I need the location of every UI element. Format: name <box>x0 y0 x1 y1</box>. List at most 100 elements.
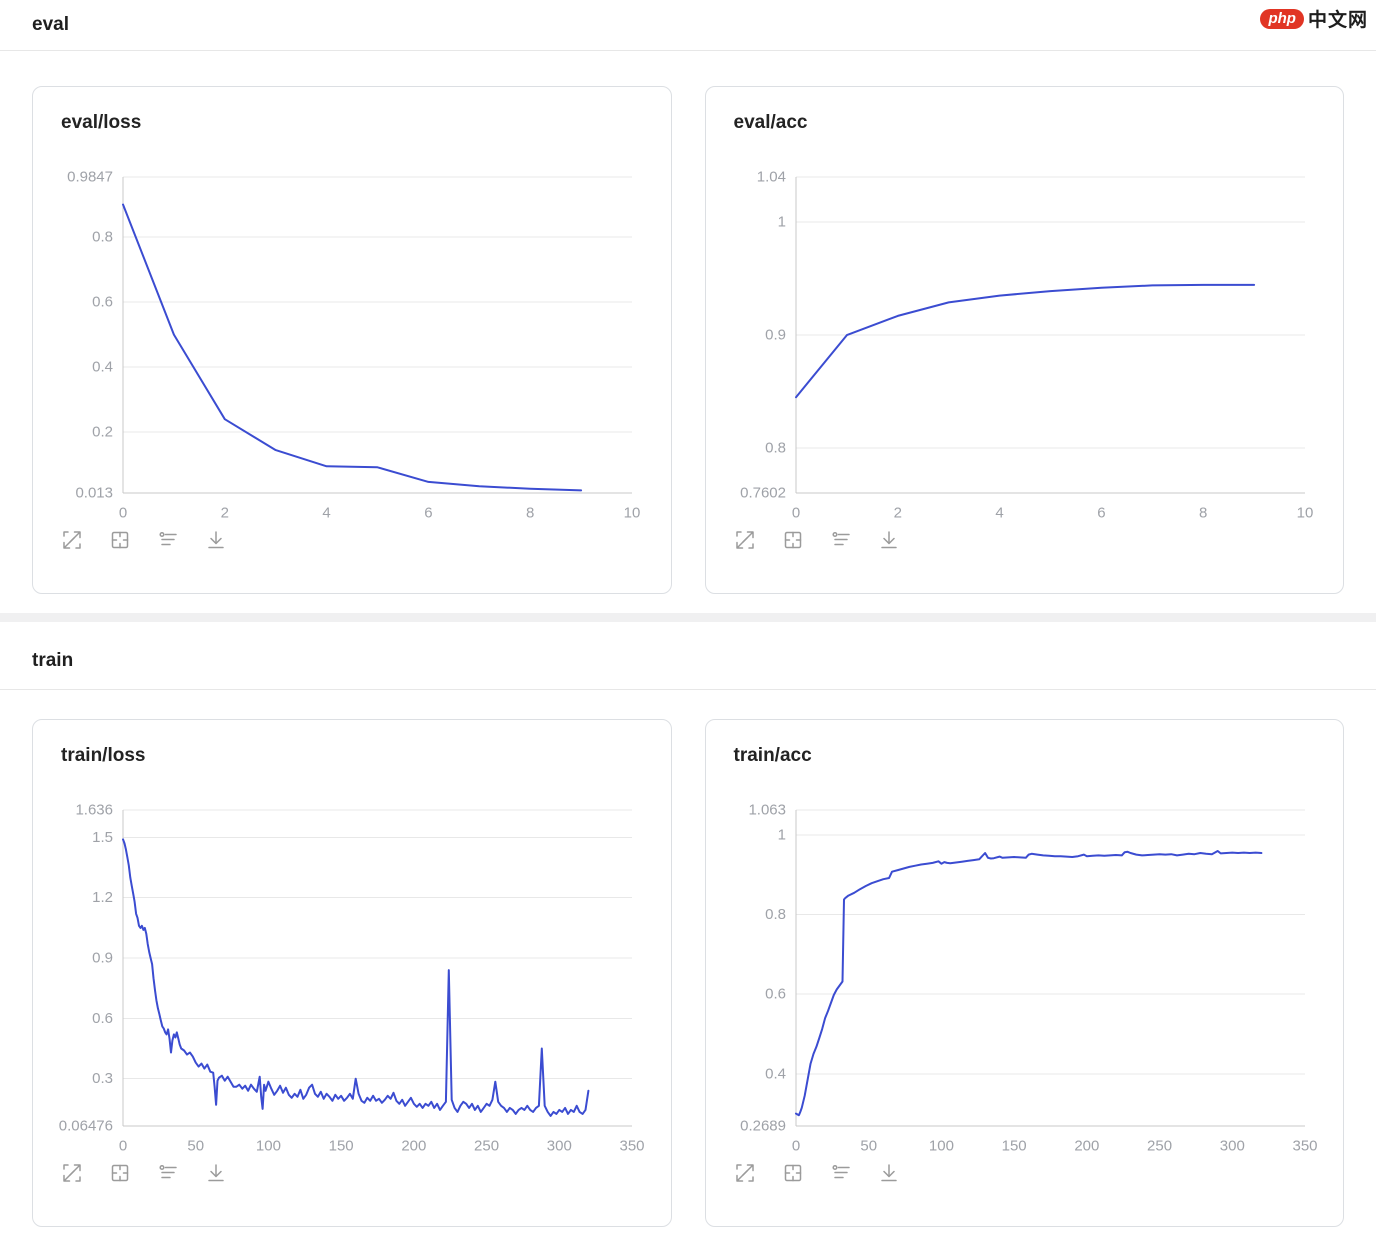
chart-card-eval-acc: eval/acc 1.04 1 0.9 0.8 0.7602 0 2 4 6 8 10 <box>704 86 1344 594</box>
svg-text:250: 250 <box>1147 1138 1172 1155</box>
svg-text:0.9: 0.9 <box>92 950 113 967</box>
svg-text:4: 4 <box>995 505 1003 522</box>
chart-toolbar <box>61 1162 671 1184</box>
log-scale-icon <box>831 531 850 546</box>
section-title-train: train <box>32 650 74 671</box>
section-header-eval: eval <box>0 0 1376 51</box>
fit-view-button[interactable] <box>109 1162 131 1184</box>
log-scale-button[interactable] <box>157 529 179 551</box>
section-train: train train/loss 1.636 1.5 1.2 0.9 0.6 0.3 0.0… <box>0 622 1376 1244</box>
expand-button[interactable] <box>734 529 756 551</box>
expand-icon <box>63 531 81 549</box>
svg-text:0: 0 <box>791 1138 799 1155</box>
svg-text:0.9847: 0.9847 <box>67 169 113 186</box>
svg-text:200: 200 <box>1074 1138 1099 1155</box>
svg-text:0.6: 0.6 <box>765 986 786 1003</box>
svg-text:0.7602: 0.7602 <box>740 485 786 502</box>
svg-text:0: 0 <box>791 505 799 522</box>
fit-view-button[interactable] <box>782 529 804 551</box>
svg-text:0.2: 0.2 <box>92 424 113 441</box>
fit-view-icon <box>784 531 801 549</box>
eval-acc-line-chart[interactable]: 1.04 1 0.9 0.8 0.7602 0 2 4 6 8 10 <box>730 165 1330 522</box>
expand-icon <box>735 531 754 549</box>
download-icon <box>208 1164 224 1182</box>
log-scale-button[interactable] <box>157 1162 179 1184</box>
section-eval: eval eval/loss 0.9847 0.8 0.6 0.4 0.2 0.013 0 2… <box>0 0 1376 613</box>
chart-card-train-loss: train/loss 1.636 1.5 1.2 0.9 0.6 0.3 0.06476 0 5… <box>32 719 672 1227</box>
svg-text:10: 10 <box>1296 505 1313 522</box>
svg-text:1.636: 1.636 <box>75 802 113 819</box>
svg-text:0.6: 0.6 <box>92 1010 113 1027</box>
svg-text:0.4: 0.4 <box>765 1065 786 1082</box>
chart-card-train-acc: train/acc 1.063 1 0.8 0.6 0.4 0.2689 0 50 100 150… <box>704 719 1344 1227</box>
download-button[interactable] <box>878 529 900 551</box>
expand-button[interactable] <box>61 529 83 551</box>
chart-toolbar <box>734 1162 1344 1184</box>
section-title-eval: eval <box>32 14 69 35</box>
log-scale-button[interactable] <box>830 529 852 551</box>
php-logo-badge: php <box>1260 8 1304 29</box>
expand-icon <box>735 1164 754 1182</box>
download-icon <box>880 531 897 549</box>
download-button[interactable] <box>205 529 227 551</box>
svg-text:4: 4 <box>322 505 330 522</box>
svg-text:1.5: 1.5 <box>92 829 113 846</box>
section-header-train: train <box>0 622 1376 690</box>
svg-text:150: 150 <box>329 1138 354 1155</box>
svg-text:300: 300 <box>1219 1138 1244 1155</box>
fit-view-button[interactable] <box>782 1162 804 1184</box>
fit-view-icon <box>784 1164 801 1182</box>
expand-icon <box>63 1164 81 1182</box>
train-acc-line-chart[interactable]: 1.063 1 0.8 0.6 0.4 0.2689 0 50 100 150 200 250 300 3… <box>730 798 1330 1155</box>
svg-text:1.063: 1.063 <box>748 802 786 819</box>
eval-cards-row: eval/loss 0.9847 0.8 0.6 0.4 0.2 0.013 0 2 4 6 8 10… <box>0 51 1376 613</box>
fit-view-icon <box>111 531 129 549</box>
log-scale-icon <box>159 531 177 546</box>
svg-text:0.013: 0.013 <box>75 485 113 502</box>
expand-button[interactable] <box>61 1162 83 1184</box>
download-button[interactable] <box>205 1162 227 1184</box>
svg-text:0.8: 0.8 <box>765 906 786 923</box>
svg-text:0: 0 <box>119 505 127 522</box>
svg-text:2: 2 <box>893 505 901 522</box>
svg-text:0.8: 0.8 <box>765 440 786 457</box>
svg-text:0.6: 0.6 <box>92 294 113 311</box>
svg-text:100: 100 <box>928 1138 953 1155</box>
svg-text:1.2: 1.2 <box>92 889 113 906</box>
svg-text:300: 300 <box>547 1138 572 1155</box>
svg-text:0.3: 0.3 <box>92 1070 113 1087</box>
svg-text:10: 10 <box>624 505 641 522</box>
chart-title-eval-acc: eval/acc <box>733 112 808 133</box>
expand-button[interactable] <box>734 1162 756 1184</box>
svg-text:8: 8 <box>526 505 534 522</box>
svg-text:0: 0 <box>119 1138 127 1155</box>
svg-text:0.9: 0.9 <box>765 327 786 344</box>
svg-text:0.8: 0.8 <box>92 229 113 246</box>
chart-title-eval-loss: eval/loss <box>61 112 142 133</box>
svg-text:2: 2 <box>221 505 229 522</box>
log-scale-icon <box>831 1164 850 1179</box>
chart-title-train-loss: train/loss <box>61 745 146 766</box>
chart-title-train-acc: train/acc <box>733 745 812 766</box>
log-scale-button[interactable] <box>830 1162 852 1184</box>
train-cards-row: train/loss 1.636 1.5 1.2 0.9 0.6 0.3 0.06476 0 5… <box>0 690 1376 1244</box>
svg-text:200: 200 <box>401 1138 426 1155</box>
svg-text:1: 1 <box>777 214 785 231</box>
svg-text:8: 8 <box>1199 505 1207 522</box>
php-logo-text: 中文网 <box>1307 10 1368 31</box>
download-icon <box>208 531 224 549</box>
svg-text:100: 100 <box>256 1138 281 1155</box>
chart-toolbar <box>61 529 671 551</box>
fit-view-button[interactable] <box>109 529 131 551</box>
svg-text:250: 250 <box>474 1138 499 1155</box>
svg-text:50: 50 <box>860 1138 877 1155</box>
download-button[interactable] <box>878 1162 900 1184</box>
svg-text:50: 50 <box>187 1138 204 1155</box>
svg-text:6: 6 <box>424 505 432 522</box>
svg-text:1.04: 1.04 <box>756 169 785 186</box>
svg-text:150: 150 <box>1001 1138 1026 1155</box>
chart-toolbar <box>734 529 1344 551</box>
train-loss-line-chart[interactable]: 1.636 1.5 1.2 0.9 0.6 0.3 0.06476 0 50 100 150 200 2… <box>57 798 657 1155</box>
chart-card-eval-loss: eval/loss 0.9847 0.8 0.6 0.4 0.2 0.013 0 2 4 6 8 10 <box>32 86 672 594</box>
eval-loss-line-chart[interactable]: 0.9847 0.8 0.6 0.4 0.2 0.013 0 2 4 6 8 10 <box>57 165 657 522</box>
